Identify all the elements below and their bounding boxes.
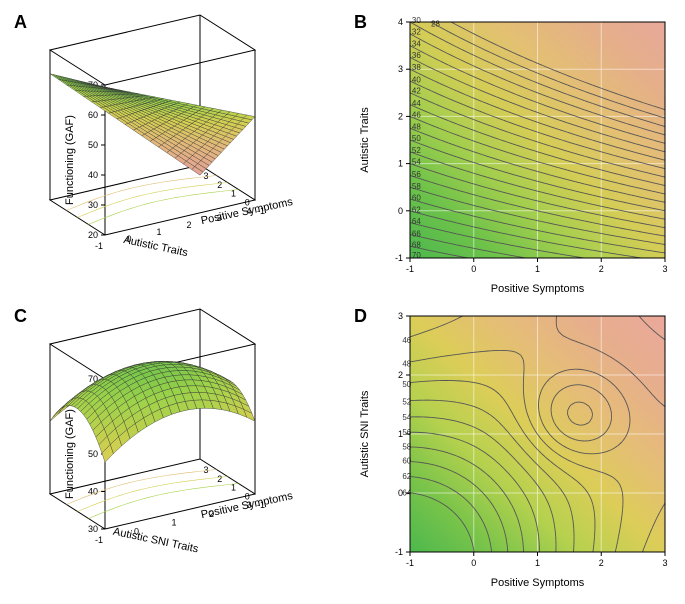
panel-d-label: D — [354, 306, 367, 327]
svg-text:58: 58 — [412, 182, 421, 191]
svg-text:68: 68 — [412, 241, 421, 250]
svg-text:50: 50 — [412, 134, 421, 143]
svg-text:50: 50 — [88, 449, 98, 459]
panel-b: B 28303234363840424446485052545658606264… — [350, 10, 680, 300]
svg-text:54: 54 — [412, 158, 421, 167]
svg-text:Autistic SNI Traits: Autistic SNI Traits — [112, 526, 200, 556]
svg-text:66: 66 — [412, 229, 421, 238]
svg-text:2: 2 — [217, 474, 222, 484]
svg-text:3: 3 — [203, 465, 208, 475]
svg-text:1: 1 — [535, 264, 540, 274]
panel-b-label: B — [354, 12, 367, 33]
svg-text:Functioning (GAF): Functioning (GAF) — [64, 409, 76, 499]
svg-text:44: 44 — [412, 99, 421, 108]
panel-a: A 203040506070Functioning (GAF)-101234Au… — [10, 10, 340, 300]
svg-text:46: 46 — [412, 110, 421, 119]
svg-text:3: 3 — [662, 558, 667, 568]
svg-text:32: 32 — [412, 27, 421, 36]
panel-a-label: A — [14, 12, 27, 33]
svg-text:2: 2 — [217, 180, 222, 190]
svg-text:-1: -1 — [395, 253, 403, 263]
svg-text:Positive Symptoms: Positive Symptoms — [491, 283, 585, 295]
panel-c: C 3040506070Functioning (GAF)-10123Autis… — [10, 304, 340, 594]
svg-text:62: 62 — [412, 206, 421, 215]
svg-text:56: 56 — [412, 170, 421, 179]
svg-text:Autistic Traits: Autistic Traits — [359, 107, 371, 173]
svg-text:1: 1 — [398, 429, 403, 439]
svg-text:3: 3 — [662, 264, 667, 274]
svg-text:20: 20 — [88, 230, 98, 240]
svg-text:34: 34 — [412, 40, 421, 49]
svg-text:38: 38 — [412, 63, 421, 72]
svg-text:2: 2 — [398, 111, 403, 121]
svg-text:Positive Symptoms: Positive Symptoms — [491, 577, 585, 589]
svg-text:2: 2 — [186, 220, 191, 230]
svg-text:30: 30 — [88, 524, 98, 534]
svg-text:2: 2 — [599, 558, 604, 568]
surface-plot-a: 203040506070Functioning (GAF)-101234Auti… — [10, 10, 340, 300]
svg-text:1: 1 — [535, 558, 540, 568]
svg-text:48: 48 — [412, 123, 421, 132]
svg-text:2: 2 — [398, 370, 403, 380]
svg-text:Functioning (GAF): Functioning (GAF) — [64, 115, 76, 205]
svg-text:-1: -1 — [95, 241, 103, 251]
svg-text:-1: -1 — [406, 264, 414, 274]
svg-text:0: 0 — [471, 264, 476, 274]
svg-text:3: 3 — [398, 311, 403, 321]
svg-text:60: 60 — [412, 193, 421, 202]
svg-text:40: 40 — [412, 75, 421, 84]
svg-text:-1: -1 — [95, 535, 103, 545]
svg-text:28: 28 — [431, 20, 440, 29]
svg-text:1: 1 — [398, 159, 403, 169]
contour-plot-d: 46485052545658606264-10123-10123Positive… — [350, 304, 680, 594]
surface-plot-c: 3040506070Functioning (GAF)-10123Autisti… — [10, 304, 340, 594]
svg-text:50: 50 — [88, 140, 98, 150]
svg-text:0: 0 — [398, 488, 403, 498]
svg-text:0: 0 — [471, 558, 476, 568]
svg-text:36: 36 — [412, 51, 421, 60]
panel-c-label: C — [14, 306, 27, 327]
svg-text:3: 3 — [398, 64, 403, 74]
svg-text:42: 42 — [412, 87, 421, 96]
svg-text:4: 4 — [398, 17, 403, 27]
svg-text:1: 1 — [156, 227, 161, 237]
svg-text:-1: -1 — [395, 547, 403, 557]
svg-text:60: 60 — [88, 110, 98, 120]
svg-text:30: 30 — [412, 16, 421, 25]
svg-text:0: 0 — [398, 206, 403, 216]
contour-plot-b: 2830323436384042444648505254565860626466… — [350, 10, 680, 300]
svg-text:3: 3 — [203, 171, 208, 181]
svg-text:Autistic Traits: Autistic Traits — [122, 234, 189, 259]
svg-text:64: 64 — [412, 217, 421, 226]
svg-text:-1: -1 — [406, 558, 414, 568]
svg-text:40: 40 — [88, 170, 98, 180]
svg-text:70: 70 — [412, 251, 421, 260]
svg-text:Autistic SNI Traits: Autistic SNI Traits — [359, 390, 371, 477]
svg-text:2: 2 — [599, 264, 604, 274]
svg-text:1: 1 — [171, 518, 176, 528]
panel-d: D 46485052545658606264-10123-10123Positi… — [350, 304, 680, 594]
svg-text:52: 52 — [412, 146, 421, 155]
